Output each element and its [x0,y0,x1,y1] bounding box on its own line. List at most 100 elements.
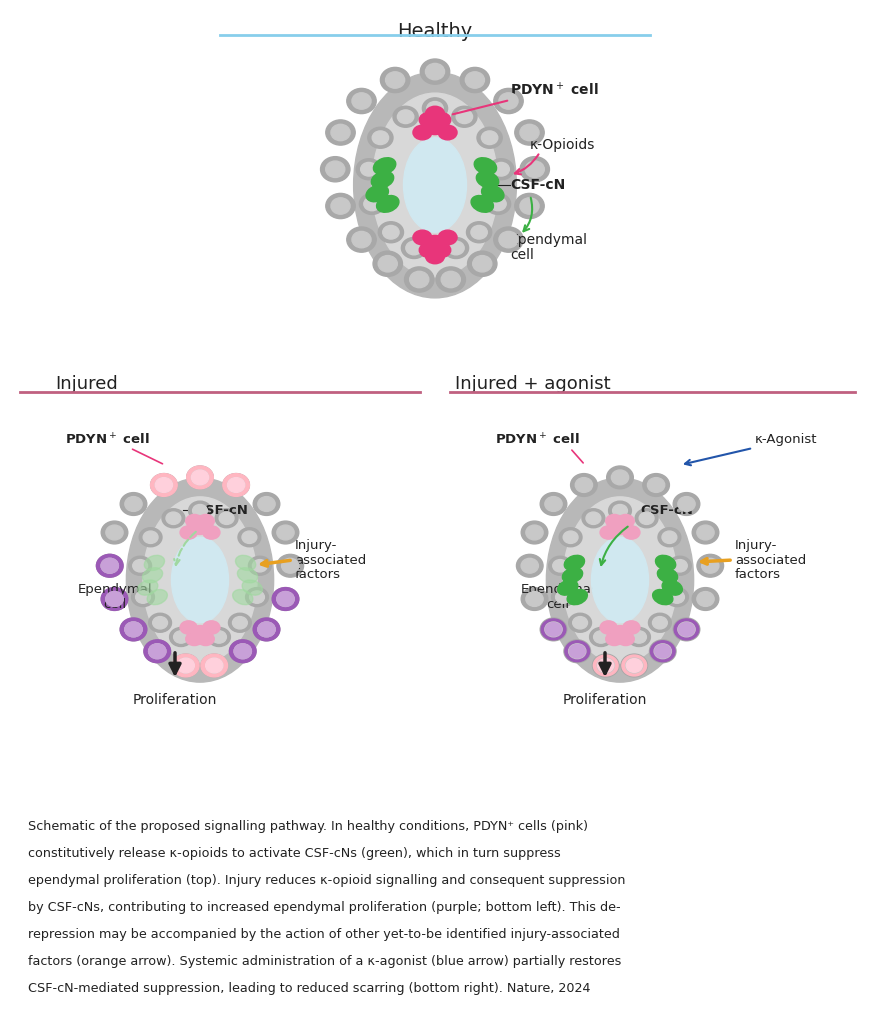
Ellipse shape [257,622,275,637]
Ellipse shape [378,221,403,243]
Ellipse shape [282,559,299,573]
Ellipse shape [120,618,147,641]
Ellipse shape [494,227,522,252]
Ellipse shape [373,157,395,175]
Ellipse shape [139,527,162,547]
Ellipse shape [129,556,151,575]
Ellipse shape [330,198,349,214]
Ellipse shape [544,497,561,511]
Ellipse shape [232,617,247,629]
Text: associated: associated [734,554,806,567]
Ellipse shape [548,556,571,575]
Ellipse shape [692,587,718,611]
Ellipse shape [661,580,681,595]
Ellipse shape [422,98,447,119]
Ellipse shape [205,658,222,673]
Ellipse shape [667,556,691,575]
Ellipse shape [249,591,264,604]
Ellipse shape [425,63,444,80]
Ellipse shape [559,527,581,547]
Ellipse shape [372,93,497,277]
Ellipse shape [347,227,375,252]
Ellipse shape [106,591,123,607]
Ellipse shape [202,526,220,539]
Ellipse shape [516,555,542,577]
Ellipse shape [393,107,418,127]
Ellipse shape [597,658,613,673]
Ellipse shape [101,559,118,573]
Ellipse shape [620,654,647,677]
Text: cell: cell [103,598,126,612]
Text: factors: factors [295,569,341,581]
Ellipse shape [647,614,671,632]
Ellipse shape [143,531,158,544]
Ellipse shape [654,644,670,658]
Ellipse shape [555,591,570,604]
Ellipse shape [611,470,628,485]
Ellipse shape [253,618,280,641]
Ellipse shape [382,226,399,239]
Ellipse shape [593,631,607,643]
Ellipse shape [177,658,194,673]
Text: Proliferation: Proliferation [562,693,647,707]
Ellipse shape [544,622,561,637]
Ellipse shape [276,525,294,539]
Ellipse shape [131,587,154,607]
Text: ependymal proliferation (top). Injury reduces κ-opioid signalling and consequent: ependymal proliferation (top). Injury re… [28,874,625,887]
Ellipse shape [481,185,503,202]
Ellipse shape [361,163,376,176]
Ellipse shape [568,644,585,658]
Ellipse shape [700,559,718,573]
Ellipse shape [197,632,214,645]
Ellipse shape [625,658,642,673]
Ellipse shape [438,231,456,245]
Ellipse shape [191,626,209,639]
Ellipse shape [652,589,672,605]
Ellipse shape [621,655,646,676]
Ellipse shape [525,525,542,539]
Ellipse shape [475,172,498,188]
Ellipse shape [677,497,694,511]
Ellipse shape [403,138,466,233]
Ellipse shape [172,654,199,677]
Ellipse shape [606,466,633,489]
Ellipse shape [187,466,213,489]
Ellipse shape [481,131,497,144]
Text: factors (orange arrow). Systemic administration of a κ-agonist (blue arrow) part: factors (orange arrow). Systemic adminis… [28,955,620,968]
Ellipse shape [672,560,687,572]
Ellipse shape [541,619,565,640]
Text: Ependymal: Ependymal [77,583,152,596]
Ellipse shape [222,473,249,497]
Ellipse shape [143,640,170,662]
Ellipse shape [570,473,596,497]
Ellipse shape [642,473,668,497]
Ellipse shape [245,587,269,607]
Ellipse shape [404,267,434,293]
Ellipse shape [476,127,501,148]
Ellipse shape [126,478,274,682]
Ellipse shape [470,195,493,212]
Ellipse shape [187,466,213,489]
Ellipse shape [514,120,544,145]
Ellipse shape [143,568,163,583]
Ellipse shape [373,251,402,276]
Ellipse shape [180,526,197,539]
Ellipse shape [205,658,222,673]
Ellipse shape [125,622,142,637]
Ellipse shape [101,587,128,611]
Ellipse shape [276,555,303,577]
Ellipse shape [272,521,298,544]
Ellipse shape [546,478,693,682]
Ellipse shape [397,110,414,124]
Ellipse shape [352,232,370,248]
Ellipse shape [409,271,428,288]
Ellipse shape [191,521,209,534]
Ellipse shape [420,59,449,84]
Ellipse shape [425,249,444,264]
Ellipse shape [586,512,600,524]
Ellipse shape [647,478,664,493]
Ellipse shape [101,587,128,611]
Ellipse shape [564,556,584,571]
Ellipse shape [525,591,542,607]
Ellipse shape [568,614,591,632]
